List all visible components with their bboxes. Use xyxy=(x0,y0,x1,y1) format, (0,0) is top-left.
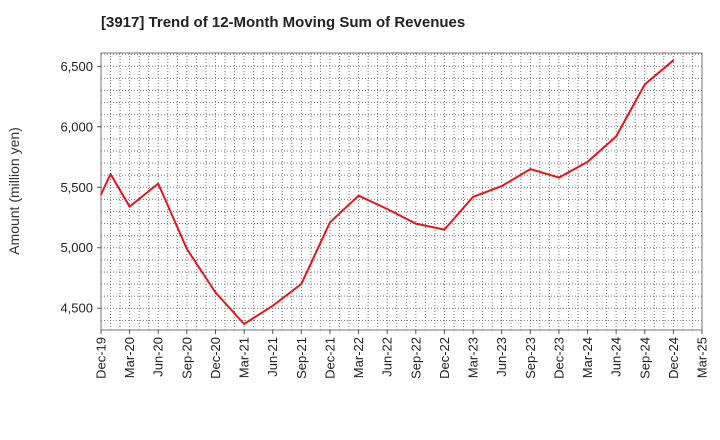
x-tick-label: Sep-21 xyxy=(294,337,309,379)
data-point xyxy=(443,228,446,231)
x-tick-label: Jun-20 xyxy=(151,337,166,377)
x-tick-label: Mar-23 xyxy=(466,337,481,378)
x-tick-label: Dec-24 xyxy=(666,337,681,379)
x-axis: Dec-19 Mar-20 Jun-20 Sep-20 Dec-20 Mar-21 Jun-… xyxy=(94,330,710,379)
data-point xyxy=(643,83,646,86)
data-point xyxy=(128,205,131,208)
y-tick-label: 5,500 xyxy=(60,180,93,195)
x-tick-label: Dec-21 xyxy=(322,337,337,379)
data-point xyxy=(243,323,245,325)
data-point xyxy=(386,208,388,210)
x-tick-label: Dec-20 xyxy=(208,337,223,379)
x-tick-label: Sep-23 xyxy=(523,337,538,379)
x-tick-label: Jun-21 xyxy=(265,337,280,377)
x-tick-label: Mar-24 xyxy=(580,337,595,378)
data-point xyxy=(186,248,188,250)
data-point xyxy=(529,168,532,170)
x-tick-label: Sep-22 xyxy=(408,337,423,379)
y-tick-label: 6,500 xyxy=(60,59,93,74)
x-tick-label: Jun-22 xyxy=(380,337,395,377)
x-tick-label: Mar-20 xyxy=(122,337,137,378)
y-tick-label: 4,500 xyxy=(60,301,93,316)
data-point xyxy=(109,173,112,175)
y-tick-label: 5,000 xyxy=(60,240,93,255)
x-tick-label: Dec-22 xyxy=(437,337,452,379)
data-point xyxy=(357,194,360,197)
x-tick-label: Sep-20 xyxy=(179,337,194,379)
x-tick-label: Dec-23 xyxy=(551,337,566,379)
y-axis: 4,500 5,000 5,500 6,000 6,500 xyxy=(60,59,101,316)
data-point xyxy=(100,193,102,196)
y-axis-label: Amount (million yen) xyxy=(6,127,22,255)
x-tick-label: Mar-22 xyxy=(351,337,366,378)
chart-title: [3917] Trend of 12-Month Moving Sum of R… xyxy=(101,14,466,31)
x-tick-label: Jun-24 xyxy=(609,337,624,377)
x-tick-label: Dec-19 xyxy=(94,337,109,379)
grid xyxy=(100,53,703,330)
x-tick-label: Mar-21 xyxy=(237,337,252,378)
data-point xyxy=(214,291,217,294)
data-point xyxy=(300,283,303,285)
x-tick-label: Jun-23 xyxy=(494,337,509,377)
plot-area-border xyxy=(100,52,703,331)
data-point xyxy=(500,185,503,187)
data-point xyxy=(415,222,417,225)
series-line xyxy=(100,59,675,325)
series-layer xyxy=(100,59,675,325)
data-point xyxy=(586,161,589,163)
x-tick-label: Mar-25 xyxy=(695,337,710,378)
x-tick-label: Sep-24 xyxy=(637,337,652,379)
data-point xyxy=(157,182,160,185)
data-point xyxy=(615,135,617,138)
data-point xyxy=(672,59,675,62)
data-point xyxy=(329,221,331,224)
y-tick-label: 6,000 xyxy=(60,119,93,134)
data-point xyxy=(271,305,274,307)
data-point xyxy=(558,176,560,179)
data-point xyxy=(472,196,474,198)
